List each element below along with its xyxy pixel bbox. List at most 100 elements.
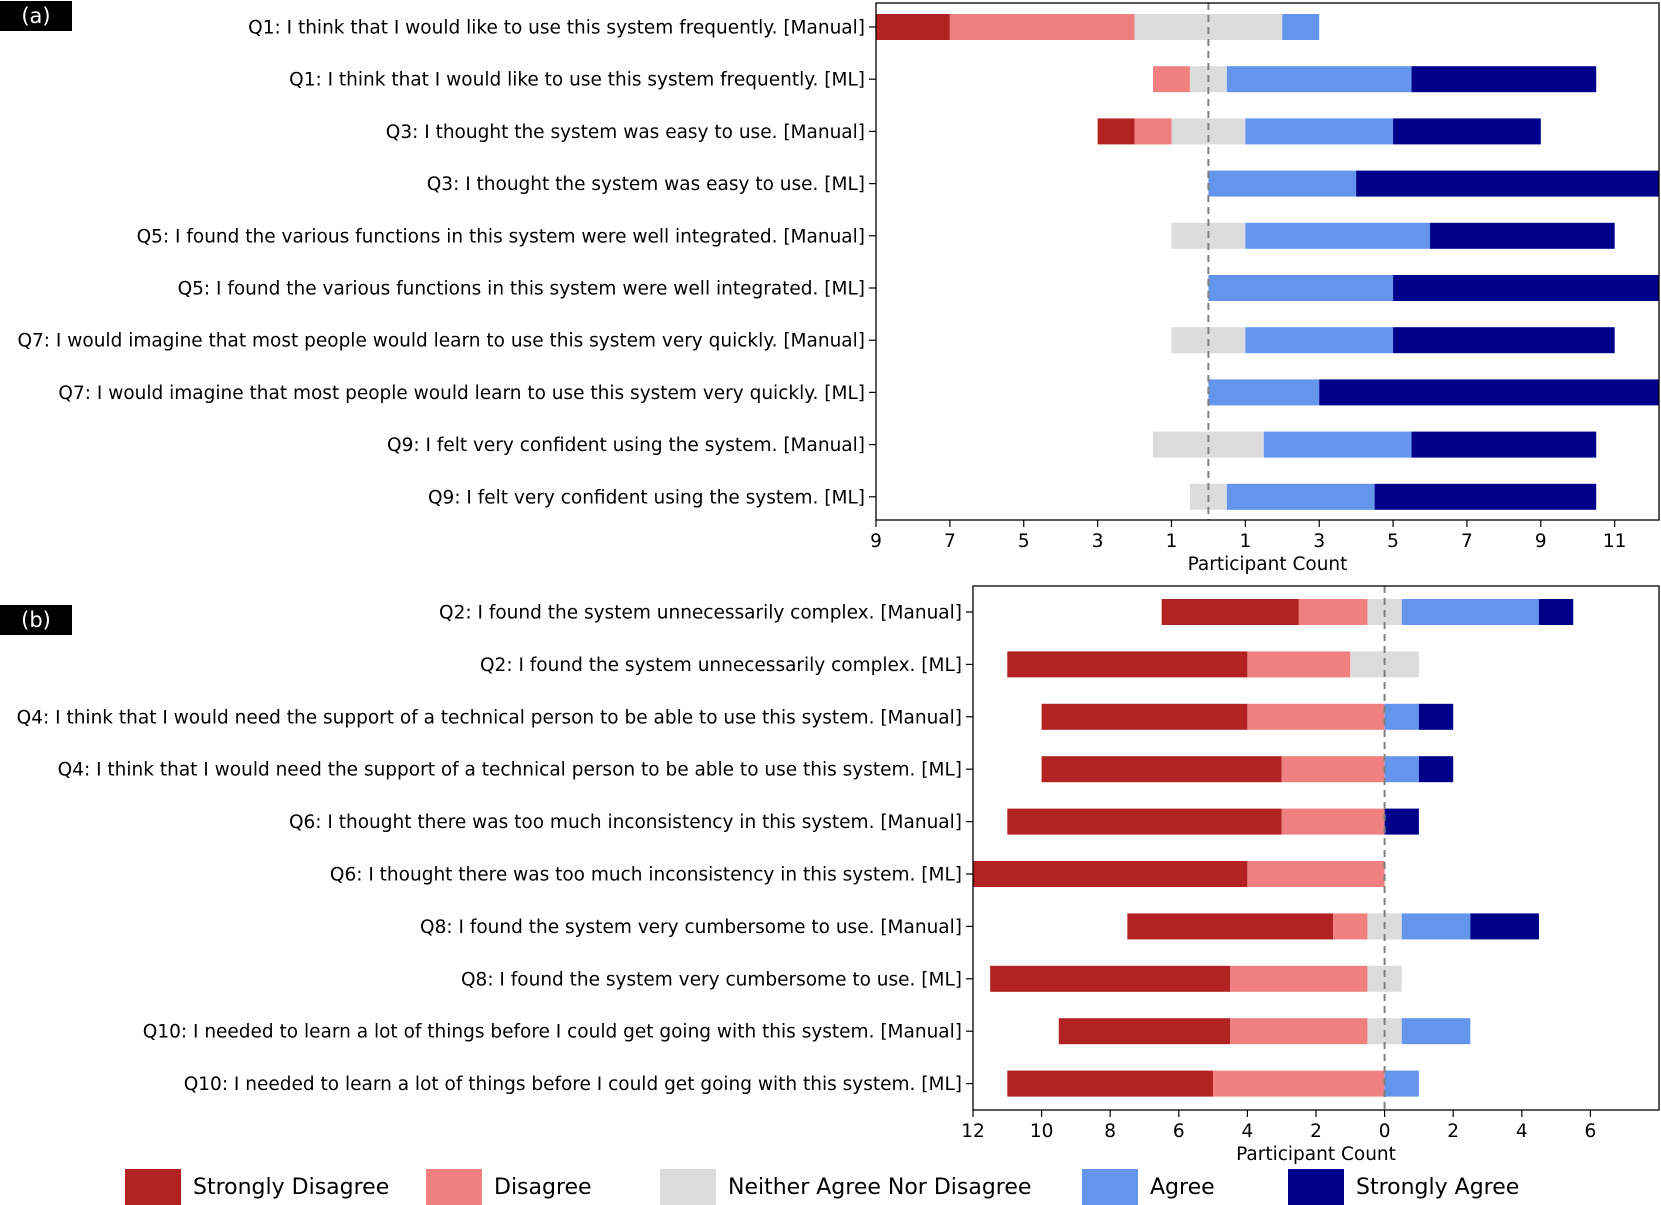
plot-frame [875,2,1660,521]
bar-strongly-disagree [1007,1070,1214,1097]
bar-strongly-disagree [1097,118,1135,145]
panel-tag: (b) [0,605,72,635]
x-tick-label: 7 [944,531,956,552]
legend-item-strongly-disagree: Strongly Disagree [125,1169,389,1205]
bar-strongly-agree [1393,275,1659,301]
panel-a-chart: (a) Q1: I think that I would like to use … [0,1,1660,575]
bar-agree [1208,170,1357,197]
category-label: Q3: I thought the system was easy to use… [386,122,865,143]
bar-agree [1226,66,1412,93]
bar-strongly-agree [1470,913,1539,940]
bar-disagree [1153,66,1190,93]
bar-strongly-disagree [1161,599,1299,625]
bar-disagree [949,14,1135,40]
bar-agree [1282,14,1320,40]
bar-strongly-agree [1418,756,1454,783]
category-label: Q5: I found the various functions in thi… [137,226,865,247]
legend-label: Strongly Disagree [193,1175,389,1200]
bar-disagree [1298,599,1368,625]
category-label: Q5: I found the various functions in thi… [178,279,865,300]
bar-disagree [1281,808,1385,835]
x-tick-label: 5 [1387,531,1399,552]
legend-swatch [1288,1169,1344,1205]
bar-disagree [1134,118,1172,145]
bar-agree [1208,275,1394,301]
bar-strongly-agree [1393,327,1615,354]
bar-agree [1384,703,1419,730]
legend-item-disagree: Disagree [426,1169,592,1205]
category-label: Q7: I would imagine that most people wou… [58,383,865,404]
bar-strongly-agree [1538,599,1574,625]
category-label: Q7: I would imagine that most people wou… [17,331,865,352]
panel-b-chart: (b) Q2: I found the system unnecessarily … [0,585,1660,1165]
panel-tag: (a) [0,1,72,31]
legend-label: Disagree [494,1175,592,1200]
x-tick-label: 4 [1242,1121,1254,1142]
bar-disagree [1281,756,1385,783]
bar-strongly-agree [1393,118,1541,145]
x-tick-label: 2 [1447,1121,1459,1142]
bar-agree [1401,913,1471,940]
legend-item-strongly-agree: Strongly Agree [1288,1169,1519,1205]
bar-strongly-agree [1411,66,1597,93]
category-label: Q8: I found the system very cumbersome t… [420,917,962,938]
x-tick-label: 0 [1379,1121,1391,1142]
category-label: Q8: I found the system very cumbersome t… [461,969,962,990]
x-tick-label: 7 [1461,531,1473,552]
panel-label: (a) [21,4,50,28]
category-label: Q6: I thought there was too much inconsi… [289,812,962,833]
bar-agree [1263,431,1412,458]
bar-agree [1208,379,1320,406]
legend: Strongly Disagree Disagree Neither Agree N… [125,1169,1519,1205]
bar-disagree [1230,965,1368,992]
category-label: Q10: I needed to learn a lot of things b… [143,1022,962,1043]
panel-label: (b) [21,608,51,632]
bar-agree [1245,118,1394,145]
bar-strongly-disagree [1041,756,1282,783]
legend-label: Agree [1150,1175,1215,1200]
bar-strongly-agree [1418,703,1454,730]
x-axis-label: Participant Count [1188,554,1348,575]
category-label: Q10: I needed to learn a lot of things b… [184,1074,962,1095]
category-label: Q9: I felt very confident using the syst… [428,487,865,508]
bar-disagree [1247,703,1385,730]
bar-disagree [1230,1018,1368,1045]
x-tick-label: 8 [1104,1121,1116,1142]
legend-swatch [1082,1169,1138,1205]
x-axis-label: Participant Count [1236,1144,1396,1165]
bar-strongly-disagree [1007,808,1282,835]
category-label: Q3: I thought the system was easy to use… [427,174,865,195]
category-label: Q4: I think that I would need the suppor… [58,760,962,781]
bar-disagree [1247,651,1351,678]
x-tick-label: 9 [1535,531,1547,552]
x-tick-label: 9 [870,531,882,552]
x-tick-label: 12 [961,1121,985,1142]
legend-swatch [660,1169,716,1205]
bar-agree [1245,327,1394,354]
x-tick-label: 3 [1313,531,1325,552]
bar-agree [1384,1070,1419,1097]
legend-label: Strongly Agree [1356,1175,1519,1200]
category-label: Q9: I felt very confident using the syst… [387,435,865,456]
bar-strongly-agree [1374,483,1597,510]
x-tick-label: 3 [1092,531,1104,552]
bar-strongly-agree [1356,170,1659,197]
bar-strongly-disagree [1127,913,1334,940]
bar-agree [1245,222,1431,249]
bar-agree [1226,483,1375,510]
category-label: Q1: I think that I would like to use thi… [248,18,865,39]
bar-disagree [1247,861,1385,887]
legend-swatch [125,1169,181,1205]
legend-item-neither-agree-nor-disagree: Neither Agree Nor Disagree [660,1169,1031,1205]
bar-strongly-disagree [990,965,1231,992]
x-tick-label: 5 [1018,531,1030,552]
bar-agree [1401,599,1539,625]
category-label: Q1: I think that I would like to use thi… [289,70,865,91]
legend-swatch [426,1169,482,1205]
x-tick-label: 4 [1516,1121,1528,1142]
bar-strongly-disagree [973,861,1248,887]
x-tick-label: 2 [1310,1121,1322,1142]
bar-strongly-agree [1411,431,1597,458]
category-label: Q2: I found the system unnecessarily com… [439,603,962,624]
